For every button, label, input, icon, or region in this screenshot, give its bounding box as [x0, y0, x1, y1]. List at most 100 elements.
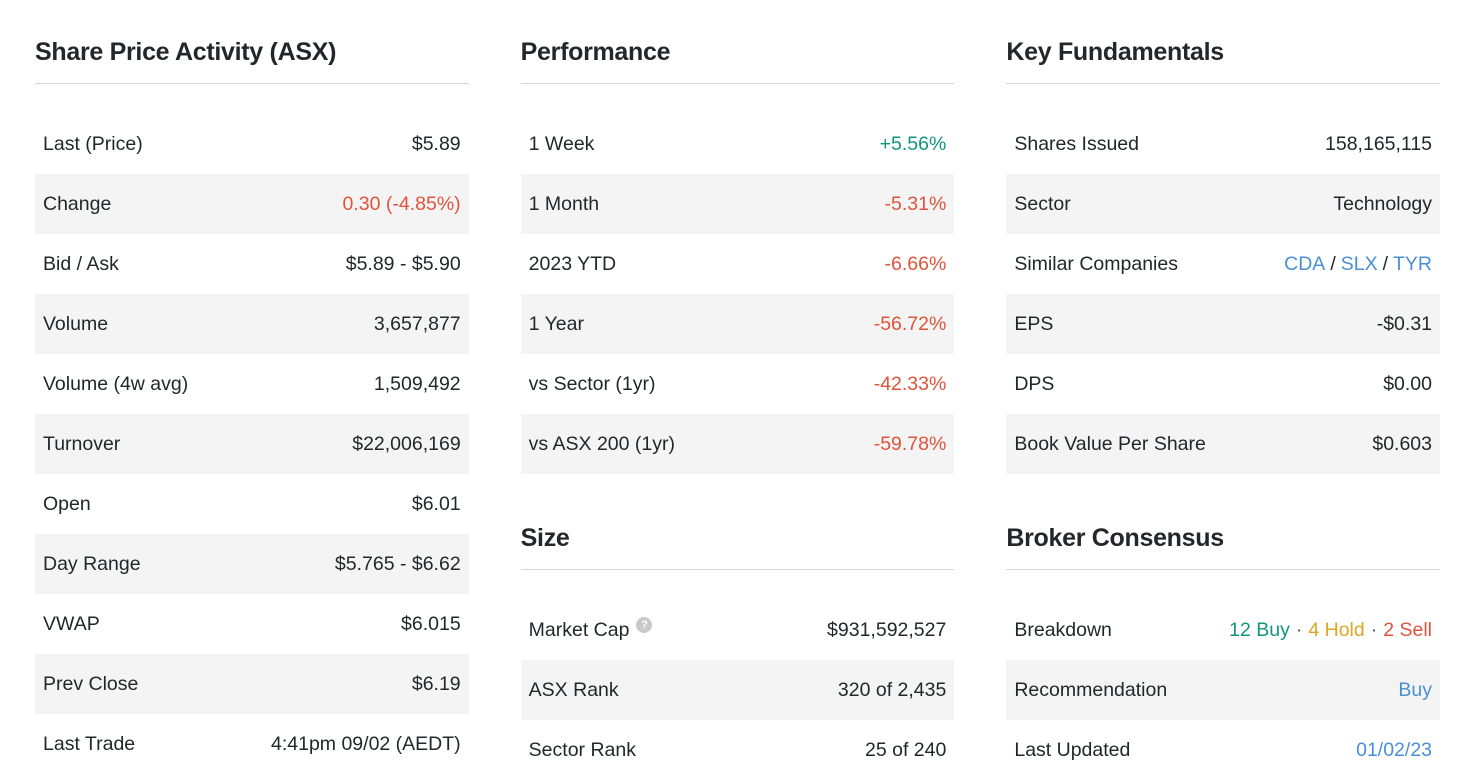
row-label: 1 Week	[528, 132, 595, 155]
table-row: Volume (4w avg) 1,509,492	[35, 354, 469, 414]
table-row: 1 Week +5.56%	[520, 114, 955, 174]
row-label: Change	[43, 192, 112, 215]
row-label: Shares Issued	[1014, 132, 1139, 155]
row-label: DPS	[1014, 372, 1055, 395]
row-value: Technology	[1333, 192, 1433, 215]
breakdown-sell-count: 2 Sell	[1383, 618, 1433, 641]
row-label: VWAP	[43, 612, 100, 635]
table-row: Open $6.01	[35, 474, 469, 534]
table-row: VWAP $6.015	[35, 594, 469, 654]
row-value: 4:41pm 09/02 (AEDT)	[271, 732, 461, 755]
row-value: -56.72%	[873, 312, 947, 335]
row-label-text: Market Cap	[528, 618, 630, 641]
row-value: -6.66%	[884, 252, 947, 275]
row-label: Volume (4w avg)	[43, 372, 189, 395]
row-value: -$0.31	[1376, 312, 1433, 335]
separator: ·	[1370, 618, 1378, 641]
similar-company-link[interactable]: CDA	[1284, 252, 1326, 275]
table-row: Bid / Ask $5.89 - $5.90	[35, 234, 469, 294]
table-row: DPS $0.00	[1006, 354, 1441, 414]
size-table: Market Cap? $931,592,527 ASX Rank 320 of…	[520, 600, 955, 780]
fundamentals-table: Shares Issued 158,165,115 Sector Technol…	[1006, 114, 1441, 474]
row-value: 1,509,492	[373, 372, 461, 395]
row-label: 2023 YTD	[528, 252, 617, 275]
row-label: 1 Month	[528, 192, 600, 215]
similar-company-link[interactable]: SLX	[1340, 252, 1378, 275]
table-row: Last Trade 4:41pm 09/02 (AEDT)	[35, 714, 469, 774]
table-row: Change 0.30 (-4.85%)	[35, 174, 469, 234]
performance-size-column: Performance 1 Week +5.56% 1 Month -5.31%…	[520, 30, 955, 780]
row-value: -59.78%	[873, 432, 947, 455]
row-value: 3,657,877	[373, 312, 461, 335]
table-row: 1 Year -56.72%	[520, 294, 955, 354]
table-row: Breakdown 12 Buy · 4 Hold · 2 Sell	[1006, 600, 1441, 660]
table-row: Similar Companies CDA / SLX / TYR	[1006, 234, 1441, 294]
row-value: $6.015	[401, 612, 461, 635]
row-label: Day Range	[43, 552, 141, 575]
table-row: Sector Rank 25 of 240	[520, 720, 955, 780]
row-value: $5.89	[411, 132, 461, 155]
row-label: Last Trade	[43, 732, 136, 755]
breakdown-hold-count: 4 Hold	[1308, 618, 1365, 641]
table-row: Volume 3,657,877	[35, 294, 469, 354]
separator: /	[1330, 252, 1336, 275]
table-row: Last (Price) $5.89	[35, 114, 469, 174]
table-row: Turnover $22,006,169	[35, 414, 469, 474]
table-row: 2023 YTD -6.66%	[520, 234, 955, 294]
last-updated-value[interactable]: 01/02/23	[1356, 738, 1433, 761]
row-value: $6.01	[411, 492, 461, 515]
table-row: 1 Month -5.31%	[520, 174, 955, 234]
row-label: Bid / Ask	[43, 252, 119, 275]
recommendation-value[interactable]: Buy	[1398, 678, 1433, 701]
fundamentals-section-title: Key Fundamentals	[1006, 30, 1441, 84]
row-label: vs Sector (1yr)	[528, 372, 656, 395]
table-row: ASX Rank 320 of 2,435	[520, 660, 955, 720]
share-price-table: Last (Price) $5.89 Change 0.30 (-4.85%) …	[35, 114, 469, 774]
table-row: Prev Close $6.19	[35, 654, 469, 714]
row-value: $0.00	[1383, 372, 1433, 395]
row-label: EPS	[1014, 312, 1054, 335]
table-row: EPS -$0.31	[1006, 294, 1441, 354]
broker-section-title: Broker Consensus	[1006, 516, 1441, 570]
row-value: $6.19	[411, 672, 461, 695]
row-value: -42.33%	[873, 372, 947, 395]
separator: /	[1382, 252, 1389, 275]
fundamentals-broker-column: Key Fundamentals Shares Issued 158,165,1…	[1006, 30, 1441, 780]
share-price-activity-section: Share Price Activity (ASX) Last (Price) …	[35, 30, 469, 780]
row-value: $0.603	[1372, 432, 1433, 455]
table-row: Book Value Per Share $0.603	[1006, 414, 1441, 474]
row-label: vs ASX 200 (1yr)	[528, 432, 675, 455]
row-label: Breakdown	[1014, 618, 1112, 641]
table-row: Day Range $5.765 - $6.62	[35, 534, 469, 594]
row-label: Recommendation	[1014, 678, 1168, 701]
performance-section-title: Performance	[520, 30, 955, 84]
row-label: ASX Rank	[528, 678, 619, 701]
row-label: Sector Rank	[528, 738, 636, 761]
share-price-section-title: Share Price Activity (ASX)	[35, 30, 469, 84]
row-label: Market Cap?	[528, 616, 653, 642]
row-value: 25 of 240	[865, 738, 947, 761]
table-row: vs ASX 200 (1yr) -59.78%	[520, 414, 955, 474]
broker-table: Breakdown 12 Buy · 4 Hold · 2 Sell Recommend…	[1006, 600, 1441, 780]
row-label: Open	[43, 492, 91, 515]
help-icon[interactable]: ?	[636, 616, 653, 633]
table-row: Recommendation Buy	[1006, 660, 1441, 720]
breakdown-buy-count: 12 Buy	[1229, 618, 1290, 641]
table-row: Last Updated 01/02/23	[1006, 720, 1441, 780]
row-value: $5.89 - $5.90	[345, 252, 461, 275]
row-label: Sector	[1014, 192, 1071, 215]
similar-company-link[interactable]: TYR	[1393, 252, 1433, 275]
row-value: $5.765 - $6.62	[334, 552, 461, 575]
row-value: $22,006,169	[352, 432, 461, 455]
row-value: +5.56%	[879, 132, 947, 155]
row-label: Last (Price)	[43, 132, 143, 155]
row-label: Similar Companies	[1014, 252, 1178, 275]
separator: ·	[1295, 618, 1303, 641]
similar-companies-links: CDA / SLX / TYR	[1284, 253, 1432, 276]
row-label: Volume	[43, 312, 109, 335]
row-value: -5.31%	[884, 192, 947, 215]
row-label: 1 Year	[528, 312, 584, 335]
row-label: Prev Close	[43, 672, 139, 695]
row-value: 320 of 2,435	[837, 678, 947, 701]
